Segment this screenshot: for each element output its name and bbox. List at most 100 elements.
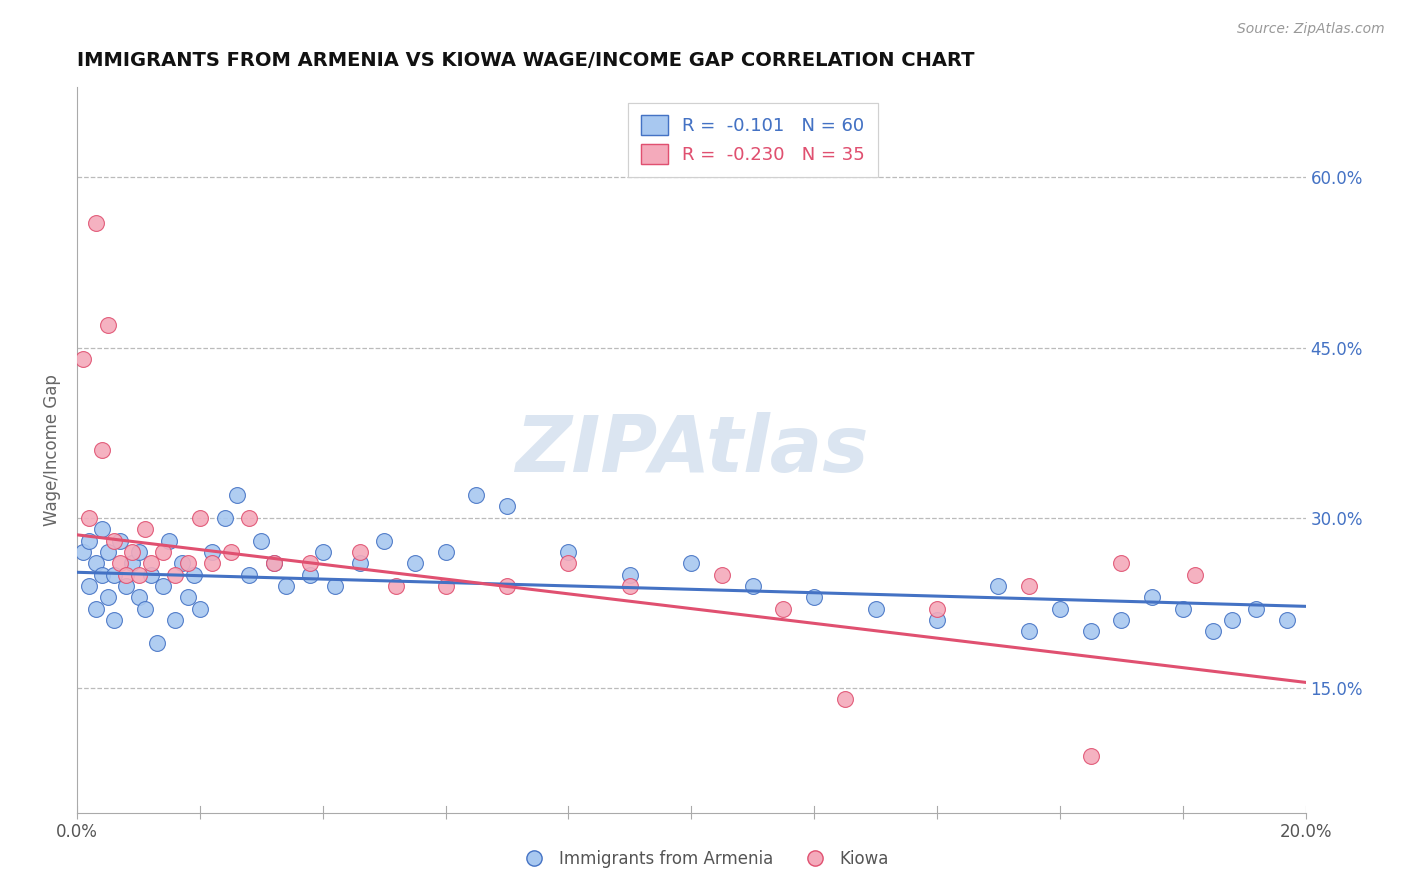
Point xyxy=(1220,613,1243,627)
Point xyxy=(741,579,763,593)
Point xyxy=(188,511,211,525)
Point xyxy=(139,567,162,582)
Point xyxy=(79,533,101,548)
Point xyxy=(139,556,162,570)
Point xyxy=(115,567,138,582)
Point xyxy=(103,567,125,582)
Point xyxy=(72,545,94,559)
Point xyxy=(1246,601,1268,615)
Point xyxy=(434,545,457,559)
Point xyxy=(404,556,426,570)
Legend: R =  -0.101   N = 60, R =  -0.230   N = 35: R = -0.101 N = 60, R = -0.230 N = 35 xyxy=(628,103,877,177)
Point xyxy=(121,545,143,559)
Point xyxy=(1109,613,1132,627)
Point xyxy=(90,442,112,457)
Point xyxy=(152,545,174,559)
Point xyxy=(201,556,224,570)
Point xyxy=(619,567,641,582)
Point xyxy=(214,511,236,525)
Point xyxy=(165,567,187,582)
Point xyxy=(1080,624,1102,639)
Point xyxy=(1080,749,1102,764)
Point xyxy=(299,556,322,570)
Y-axis label: Wage/Income Gap: Wage/Income Gap xyxy=(44,374,60,525)
Point xyxy=(312,545,335,559)
Text: ZIPAtlas: ZIPAtlas xyxy=(515,412,868,488)
Point xyxy=(496,500,519,514)
Point xyxy=(97,545,120,559)
Point xyxy=(1049,601,1071,615)
Point xyxy=(84,216,107,230)
Point xyxy=(263,556,285,570)
Point xyxy=(183,567,205,582)
Point xyxy=(434,579,457,593)
Point xyxy=(219,545,242,559)
Point xyxy=(1202,624,1225,639)
Point xyxy=(323,579,346,593)
Point xyxy=(1171,601,1194,615)
Point xyxy=(349,556,371,570)
Point xyxy=(90,567,112,582)
Point xyxy=(1184,567,1206,582)
Point xyxy=(274,579,297,593)
Point xyxy=(108,556,131,570)
Point xyxy=(987,579,1010,593)
Point xyxy=(299,567,322,582)
Point xyxy=(90,522,112,536)
Point xyxy=(803,591,825,605)
Point xyxy=(128,591,150,605)
Point xyxy=(97,318,120,332)
Point xyxy=(373,533,395,548)
Point xyxy=(496,579,519,593)
Point xyxy=(681,556,703,570)
Point xyxy=(925,601,948,615)
Point xyxy=(79,579,101,593)
Point xyxy=(188,601,211,615)
Point xyxy=(115,579,138,593)
Point xyxy=(165,613,187,627)
Legend: Immigrants from Armenia, Kiowa: Immigrants from Armenia, Kiowa xyxy=(510,844,896,875)
Point xyxy=(1275,613,1298,627)
Point xyxy=(103,533,125,548)
Text: Source: ZipAtlas.com: Source: ZipAtlas.com xyxy=(1237,22,1385,37)
Point xyxy=(1018,624,1040,639)
Point xyxy=(134,601,156,615)
Point xyxy=(238,511,260,525)
Point xyxy=(84,556,107,570)
Point xyxy=(176,556,198,570)
Point xyxy=(108,533,131,548)
Point xyxy=(128,567,150,582)
Point xyxy=(121,556,143,570)
Point xyxy=(925,613,948,627)
Point xyxy=(238,567,260,582)
Point xyxy=(84,601,107,615)
Point xyxy=(225,488,247,502)
Point xyxy=(146,635,169,649)
Point xyxy=(263,556,285,570)
Point xyxy=(349,545,371,559)
Point xyxy=(152,579,174,593)
Point xyxy=(619,579,641,593)
Point xyxy=(103,613,125,627)
Point xyxy=(157,533,180,548)
Point xyxy=(711,567,734,582)
Point xyxy=(834,692,856,706)
Point xyxy=(465,488,488,502)
Point xyxy=(201,545,224,559)
Point xyxy=(865,601,887,615)
Point xyxy=(72,351,94,366)
Point xyxy=(170,556,193,570)
Point xyxy=(79,511,101,525)
Point xyxy=(1109,556,1132,570)
Point xyxy=(1140,591,1163,605)
Point xyxy=(97,591,120,605)
Point xyxy=(128,545,150,559)
Point xyxy=(134,522,156,536)
Text: IMMIGRANTS FROM ARMENIA VS KIOWA WAGE/INCOME GAP CORRELATION CHART: IMMIGRANTS FROM ARMENIA VS KIOWA WAGE/IN… xyxy=(77,51,974,70)
Point xyxy=(772,601,794,615)
Point xyxy=(176,591,198,605)
Point xyxy=(557,556,579,570)
Point xyxy=(385,579,408,593)
Point xyxy=(1018,579,1040,593)
Point xyxy=(250,533,273,548)
